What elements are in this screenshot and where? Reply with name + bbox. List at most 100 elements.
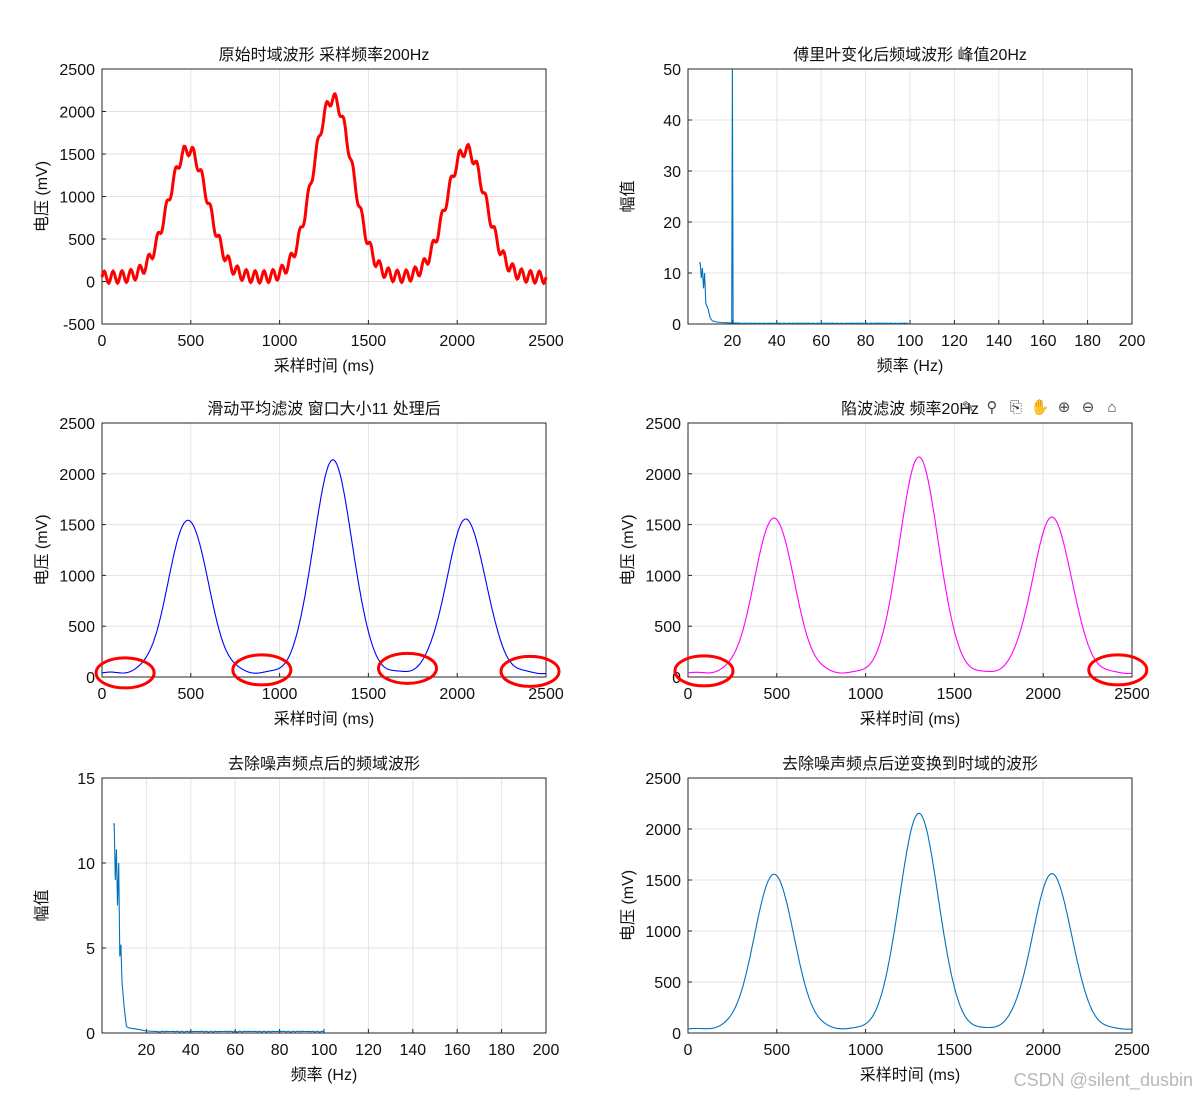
zoom-in-icon[interactable]: ⊕ (1057, 399, 1071, 416)
y-axis-label: 幅值 (33, 889, 51, 921)
highlight-circle (94, 656, 156, 690)
y-tick-label: 2000 (645, 467, 681, 484)
y-tick-label: 1500 (645, 518, 681, 535)
x-tick-label: 1500 (937, 1042, 973, 1059)
x-tick-label: 2500 (528, 686, 564, 703)
x-tick-label: 140 (399, 1042, 426, 1059)
x-tick-label: 1500 (937, 686, 973, 703)
x-tick-label: 500 (763, 686, 790, 703)
y-tick-label: 500 (654, 975, 681, 992)
y-tick-label: 10 (663, 266, 681, 283)
x-tick-label: 100 (897, 333, 924, 350)
plot-area (688, 423, 1132, 677)
y-axis-label: 电压 (mV) (33, 514, 51, 585)
y-tick-label: 40 (663, 113, 681, 130)
x-tick-label: 180 (1074, 333, 1101, 350)
y-tick-label: 0 (86, 275, 95, 292)
y-tick-label: 2000 (59, 105, 95, 122)
y-axis-label: 电压 (mV) (619, 514, 637, 585)
x-tick-label: 0 (684, 1042, 693, 1059)
x-tick-label: 80 (857, 333, 875, 350)
home-icon[interactable]: ⌂ (1107, 398, 1117, 416)
chart-6: 0 500 1000 1500 2000 2500 0 500 1000 1500 2000 2500… (619, 755, 1150, 1084)
chart-4: 0 500 1000 1500 2000 2500 0 500 1000 1500 2000 2500… (619, 400, 1150, 728)
chart-3: 0 500 1000 1500 2000 2500 0 500 1000 1500 2000 2500… (33, 400, 564, 728)
chart-title: 陷波滤波 频率20Hz (841, 400, 979, 418)
series-line (699, 68, 909, 325)
x-tick-label: 200 (533, 1042, 560, 1059)
series-line (687, 456, 1132, 675)
highlight-circle (376, 651, 438, 685)
axes-frame (101, 777, 547, 1034)
x-axis-label: 采样时间 (ms) (274, 357, 374, 375)
series-line (100, 92, 548, 286)
axes-frame (687, 68, 1133, 325)
axes-frame (101, 68, 547, 325)
x-tick-label: 1000 (848, 1042, 884, 1059)
x-tick-label: 20 (138, 1042, 156, 1059)
x-tick-label: 500 (763, 1042, 790, 1059)
x-tick-label: 2500 (1114, 686, 1150, 703)
x-tick-label: 200 (1119, 333, 1146, 350)
x-tick-label: 2000 (439, 686, 475, 703)
y-tick-label: 500 (654, 619, 681, 636)
y-tick-label: 500 (68, 232, 95, 249)
y-tick-label: 0 (86, 670, 95, 687)
chart-1: 0 500 1000 1500 2000 2500-5000500100015002000… (33, 46, 564, 375)
chart-5: 20 40 60 80 100 120 140 160 180 200 0 5 10 15 去除噪声频点后的… (33, 755, 559, 1084)
axes-toolbar: ✎ ⚲ ⎘ ✋ ⊕ ⊖ ⌂ (958, 397, 1122, 417)
x-tick-label: 60 (226, 1042, 244, 1059)
chart-title: 去除噪声频点后的频域波形 (228, 755, 420, 773)
x-tick-label: 500 (177, 686, 204, 703)
x-tick-label: 2000 (439, 333, 475, 350)
series-line (687, 812, 1133, 1030)
x-axis-label: 采样时间 (ms) (860, 1066, 960, 1084)
x-tick-label: 160 (444, 1042, 471, 1059)
y-tick-label: 0 (672, 670, 681, 687)
plot-area (102, 423, 546, 677)
x-tick-label: 40 (768, 333, 786, 350)
x-tick-label: 0 (684, 686, 693, 703)
y-axis-label: 电压 (mV) (619, 870, 637, 941)
y-tick-label: 1000 (645, 924, 681, 941)
x-tick-label: 140 (985, 333, 1012, 350)
x-axis-label: 采样时间 (ms) (274, 710, 374, 728)
x-axis-label: 采样时间 (ms) (860, 710, 960, 728)
pan-icon[interactable]: ✋ (1030, 399, 1050, 416)
y-tick-label: 1500 (59, 518, 95, 535)
y-tick-label: 30 (663, 164, 681, 181)
x-tick-label: 100 (311, 1042, 338, 1059)
zoom-out-icon[interactable]: ⊖ (1081, 399, 1095, 416)
x-tick-label: 20 (724, 333, 742, 350)
x-tick-label: 2500 (1114, 1042, 1150, 1059)
x-tick-label: 80 (271, 1042, 289, 1059)
axes-frame (101, 422, 547, 678)
chart-title: 去除噪声频点后逆变换到时域的波形 (782, 755, 1038, 773)
brush-data-icon[interactable]: ✎ (961, 399, 975, 416)
x-tick-label: 0 (98, 333, 107, 350)
y-tick-label: 1000 (645, 568, 681, 585)
watermark: CSDN @silent_dusbin (1013, 1070, 1193, 1090)
y-tick-label: 1000 (59, 568, 95, 585)
series-line (101, 459, 547, 675)
export-icon[interactable]: ⎘ (1009, 398, 1022, 416)
y-tick-label: 1000 (59, 190, 95, 207)
x-tick-label: 180 (488, 1042, 515, 1059)
x-axis-label: 频率 (Hz) (877, 357, 944, 375)
y-tick-label: 2000 (59, 467, 95, 484)
y-tick-label: 2000 (645, 822, 681, 839)
x-tick-label: 1000 (262, 333, 298, 350)
x-tick-label: 1000 (262, 686, 298, 703)
x-tick-label: 500 (177, 333, 204, 350)
y-tick-label: 2500 (645, 416, 681, 433)
highlight-circle (231, 653, 293, 687)
x-axis-label: 频率 (Hz) (291, 1066, 358, 1084)
series-line (113, 823, 325, 1033)
data-tips-icon[interactable]: ⚲ (986, 399, 998, 416)
y-tick-label: 20 (663, 215, 681, 232)
plot-area (688, 778, 1132, 1033)
x-tick-label: 120 (941, 333, 968, 350)
x-tick-label: 2000 (1025, 686, 1061, 703)
y-tick-label: 10 (77, 856, 95, 873)
